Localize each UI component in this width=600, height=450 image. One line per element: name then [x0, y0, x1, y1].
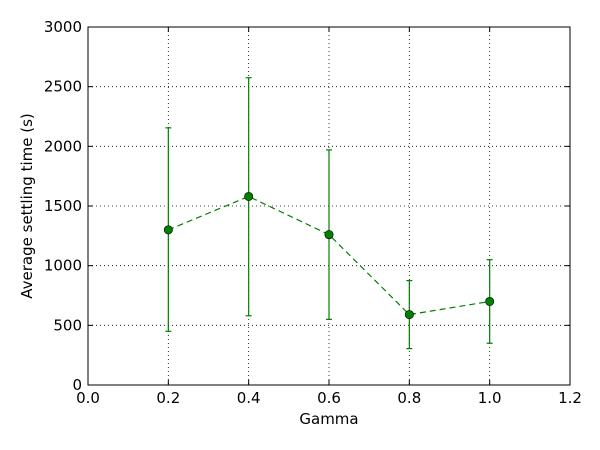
x-tick-label: 0.4 — [237, 389, 261, 407]
data-series — [163, 77, 495, 350]
x-axis-label: Gamma — [299, 410, 358, 428]
y-tick-label: 500 — [53, 316, 82, 334]
x-tick-label: 0.8 — [397, 389, 421, 407]
y-tick-labels: 0 500 1000 1500 2000 2500 3000 — [44, 18, 82, 394]
y-tick-label: 2000 — [44, 137, 82, 155]
x-tick-label: 0.2 — [156, 389, 180, 407]
y-tick-label: 1500 — [44, 197, 82, 215]
plot-frame — [87, 26, 571, 386]
data-point — [404, 310, 414, 320]
x-tick-labels: 0.0 0.2 0.4 0.6 0.8 1.0 1.2 — [76, 389, 582, 407]
data-point — [163, 225, 173, 235]
y-tick-label: 0 — [72, 376, 82, 394]
data-point — [485, 296, 495, 306]
x-tick-label: 0.0 — [76, 389, 100, 407]
data-point — [244, 191, 254, 201]
data-point — [324, 230, 334, 240]
y-axis-label: Average settling time (s) — [18, 113, 36, 298]
x-tick-label: 1.0 — [478, 389, 502, 407]
x-tick-label: 0.6 — [317, 389, 341, 407]
x-tick-label: 1.2 — [558, 389, 582, 407]
y-tick-label: 1000 — [44, 257, 82, 275]
y-tick-label: 3000 — [44, 18, 82, 36]
y-tick-label: 2500 — [44, 78, 82, 96]
